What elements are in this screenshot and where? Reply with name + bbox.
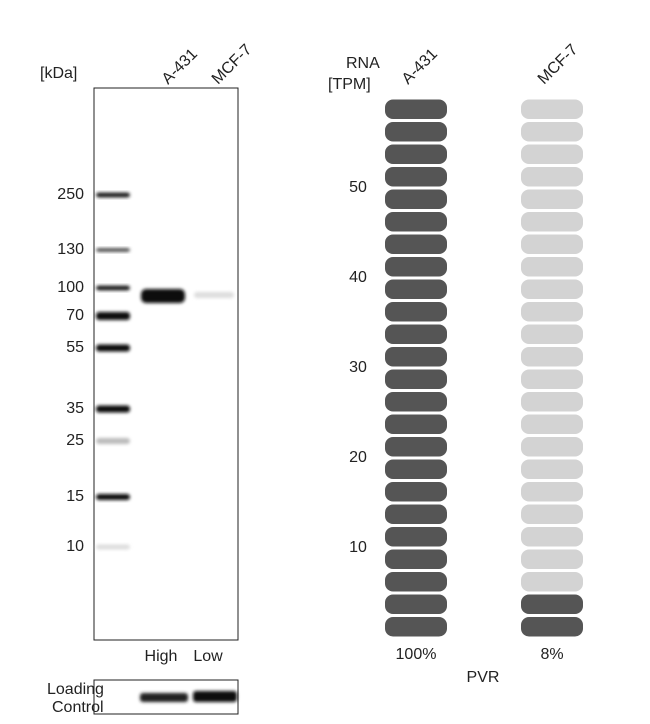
ladder-band	[96, 544, 130, 550]
y-tick-label: 10	[349, 539, 367, 556]
pill	[385, 572, 447, 592]
pill	[521, 617, 583, 637]
blot-frame	[93, 87, 239, 641]
pill	[385, 212, 447, 232]
lane-label: MCF-7	[535, 41, 582, 88]
pill	[521, 414, 583, 434]
pill	[521, 347, 583, 367]
pill	[385, 144, 447, 164]
ladder-band	[96, 312, 130, 320]
pill	[385, 324, 447, 344]
pill	[385, 122, 447, 142]
pill	[385, 257, 447, 277]
y-tick-label: 30	[349, 359, 367, 376]
marker-label: 55	[66, 339, 84, 356]
pill-bar	[385, 99, 447, 637]
lane-label: A-431	[159, 46, 201, 88]
pill	[385, 482, 447, 502]
ladder-band	[96, 344, 130, 352]
marker-label: 250	[57, 186, 84, 203]
pill	[521, 122, 583, 142]
pill	[385, 594, 447, 614]
pill	[385, 504, 447, 524]
pill	[521, 189, 583, 209]
pill	[521, 594, 583, 614]
ladder-band	[96, 438, 130, 444]
loading-band	[193, 691, 237, 702]
pill	[385, 392, 447, 412]
ladder-band	[96, 248, 130, 252]
loading-label: Control	[52, 699, 104, 716]
pill	[521, 527, 583, 547]
loading-label: Loading	[47, 681, 104, 698]
pill	[521, 504, 583, 524]
pill	[385, 302, 447, 322]
pill	[385, 414, 447, 434]
pill	[385, 347, 447, 367]
pill	[521, 257, 583, 277]
pill	[521, 572, 583, 592]
sample-band	[141, 289, 185, 303]
pill	[385, 459, 447, 479]
pill	[521, 459, 583, 479]
pill	[385, 549, 447, 569]
pill	[521, 144, 583, 164]
marker-label: 10	[66, 538, 84, 555]
marker-label: 130	[57, 241, 84, 258]
marker-label: 25	[66, 432, 84, 449]
pill-bar	[521, 99, 583, 637]
gene-label: PVR	[467, 669, 500, 686]
expression-label: High	[145, 648, 178, 665]
pill	[521, 234, 583, 254]
pill	[521, 437, 583, 457]
pill	[521, 369, 583, 389]
loading-band	[140, 693, 188, 702]
y-tick-label: 40	[349, 269, 367, 286]
sample-band	[194, 292, 234, 298]
ladder-band	[96, 192, 130, 198]
pill	[385, 279, 447, 299]
axis-label: RNA	[346, 55, 380, 72]
pill	[521, 392, 583, 412]
ladder-band	[96, 405, 130, 413]
pill	[385, 369, 447, 389]
pill	[385, 617, 447, 637]
lane-label: MCF-7	[209, 41, 256, 88]
marker-label: 70	[66, 307, 84, 324]
pill	[521, 279, 583, 299]
ladder-band	[96, 285, 130, 291]
pill	[521, 302, 583, 322]
pill	[385, 99, 447, 119]
percent-label: 100%	[396, 646, 437, 663]
marker-label: 35	[66, 400, 84, 417]
percent-label: 8%	[540, 646, 563, 663]
pill	[385, 189, 447, 209]
y-tick-label: 20	[349, 449, 367, 466]
lane-label: A-431	[399, 46, 441, 88]
expression-label: Low	[193, 648, 223, 665]
pill	[521, 482, 583, 502]
pill	[521, 324, 583, 344]
pill	[521, 167, 583, 187]
pill	[521, 99, 583, 119]
pill	[521, 212, 583, 232]
axis-label: [TPM]	[328, 76, 371, 93]
pill	[385, 527, 447, 547]
ladder-band	[96, 494, 130, 500]
kda-label: [kDa]	[40, 65, 77, 82]
pill	[521, 549, 583, 569]
marker-label: 100	[57, 279, 84, 296]
marker-label: 15	[66, 488, 84, 505]
pill	[385, 167, 447, 187]
pill	[385, 437, 447, 457]
pill	[385, 234, 447, 254]
y-tick-label: 50	[349, 179, 367, 196]
